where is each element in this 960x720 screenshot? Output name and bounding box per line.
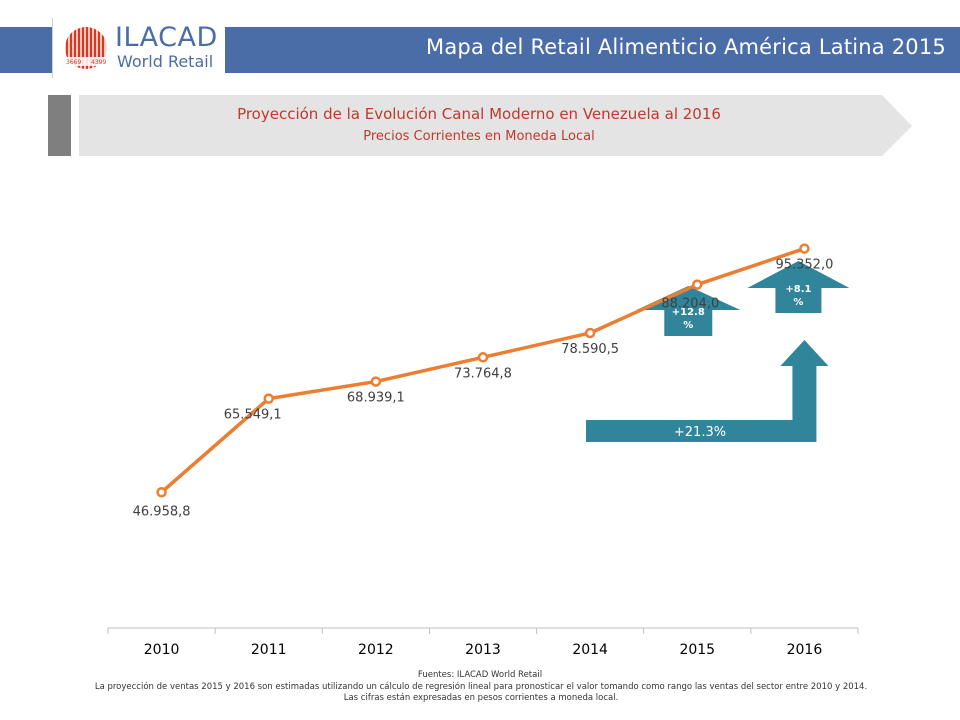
growth-label-2015-unit: % [683, 320, 693, 331]
x-tick-label: 2016 [787, 642, 823, 658]
x-tick-label: 2010 [144, 642, 180, 658]
data-label: 73.764,8 [454, 366, 512, 381]
data-labels: 46.958,8 65.549,1 68.939,1 73.764,8 78.590,5… [133, 258, 834, 520]
data-label: 88.204,0 [661, 297, 719, 312]
data-label: 46.958,8 [133, 504, 191, 519]
data-point [370, 376, 382, 387]
chart-title: Proyección de la Evolución Canal Moderno… [237, 105, 721, 123]
ilacad-logo: 3669 4399 ILACAD World Retail [52, 18, 225, 78]
data-point [692, 279, 703, 290]
data-label: 68.939,1 [347, 391, 405, 406]
series-line-group [156, 243, 810, 498]
growth-annotations: +12.8% +8.1% +21.3% [586, 261, 850, 442]
data-point [584, 327, 596, 339]
logo-subtitle: World Retail [117, 52, 214, 71]
data-point [477, 352, 489, 363]
footnote-text: La proyección de ventas 2015 y 2016 son … [94, 682, 868, 703]
x-tick-label: 2013 [465, 642, 501, 658]
growth-label-2015: +12.8 [672, 307, 705, 318]
growth-label-2016: +8.1 [785, 284, 811, 295]
data-point [799, 243, 810, 254]
logo-badge-right: 4399 [91, 59, 106, 66]
total-growth-arrow-icon [586, 340, 829, 442]
data-label: 95.352,0 [775, 258, 833, 273]
x-axis: 2010 2011 2012 2013 2014 2015 2016 [107, 627, 859, 658]
x-tick-label: 2012 [358, 642, 394, 658]
growth-arrow-2016-icon [747, 261, 850, 313]
page-title: Mapa del Retail Alimenticio América Lati… [426, 35, 946, 59]
growth-label-2016-unit: % [793, 297, 803, 308]
data-label: 78.590,5 [561, 342, 619, 357]
logo-name: ILACAD [115, 22, 218, 53]
chart-subtitle: Precios Corrientes en Moneda Local [363, 129, 595, 144]
total-growth-label: +21.3% [674, 425, 726, 440]
data-label: 65.549,1 [224, 408, 282, 423]
section-banner [79, 95, 912, 156]
source-text: Fuentes: ILACAD World Retail [417, 670, 543, 680]
x-tick-label: 2014 [572, 642, 608, 658]
data-point [156, 487, 167, 498]
logo-badge-left: 3669 [66, 59, 81, 66]
section-marker [48, 95, 71, 156]
globe-logo-icon: 3669 4399 [64, 27, 108, 69]
data-point [263, 393, 274, 404]
x-tick-label: 2015 [679, 642, 715, 658]
x-tick-label: 2011 [251, 642, 287, 658]
